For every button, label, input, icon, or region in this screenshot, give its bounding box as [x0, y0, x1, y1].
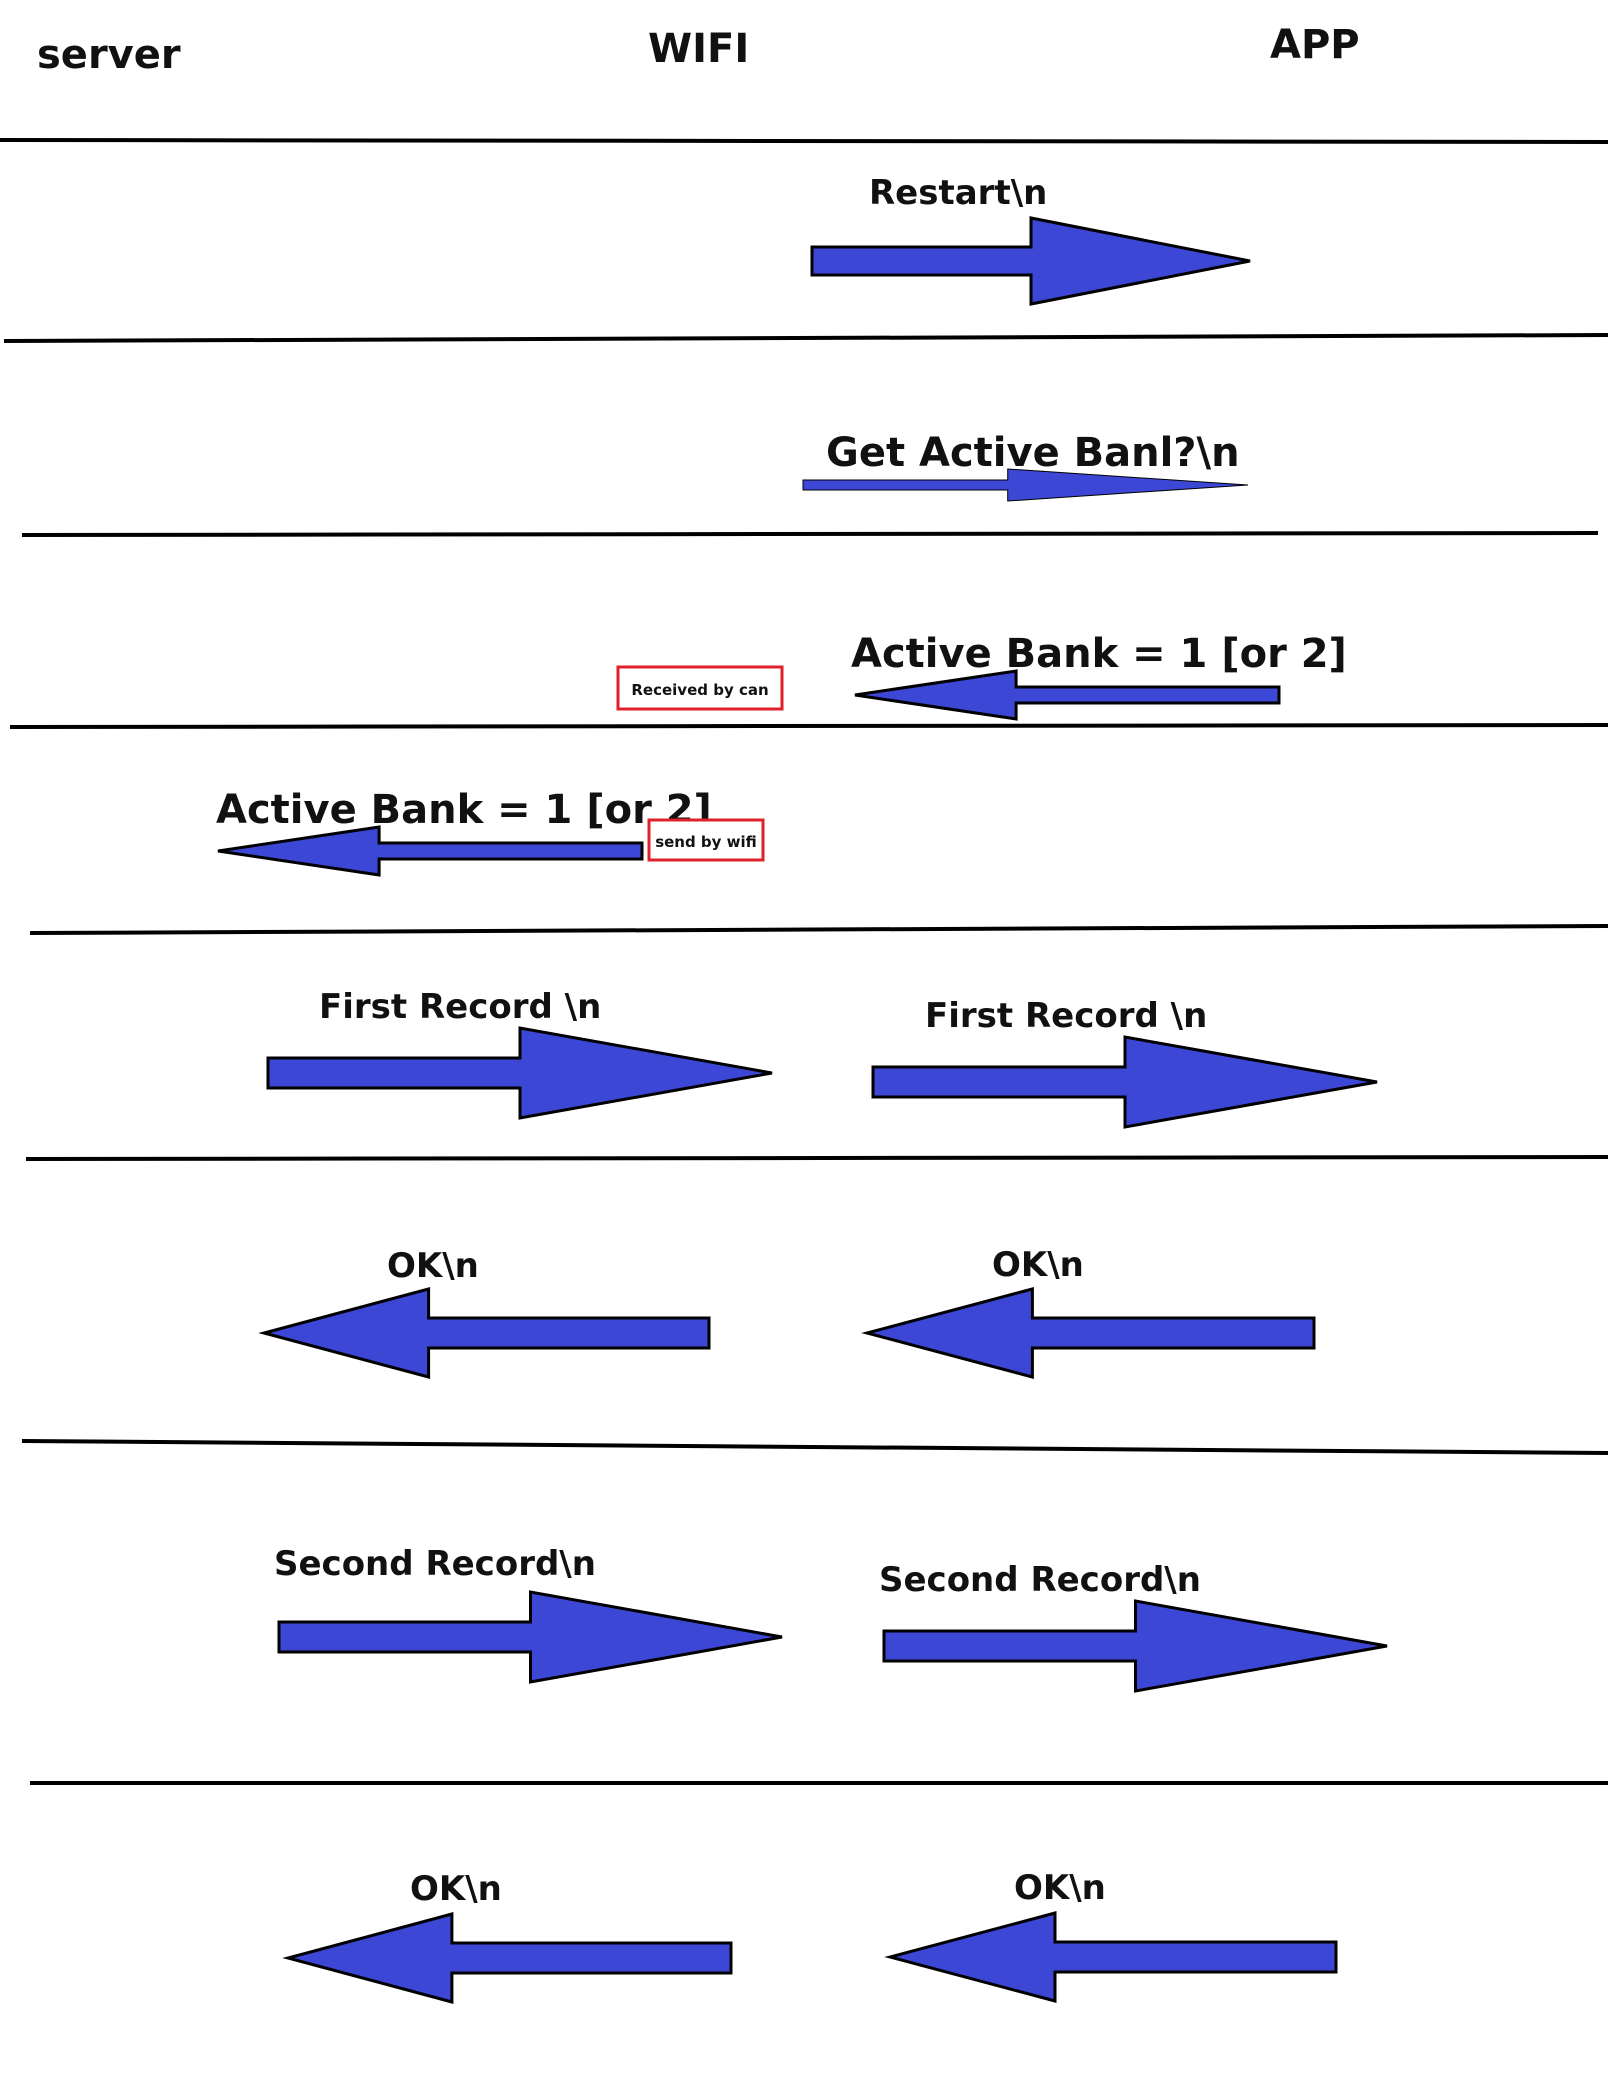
- column-header-server: server: [37, 32, 181, 78]
- column-header-wifi: WIFI: [648, 26, 749, 72]
- arrow-left-wifi-to-server: [217, 825, 644, 877]
- arrow-left-app-to-wifi: [861, 1287, 1316, 1379]
- messages: Restart\n Get Active Banl?\n Active Bank =…: [216, 173, 1388, 2004]
- message-label: Second Record\n: [274, 1544, 596, 1584]
- arrow-left-wifi-to-server: [258, 1287, 711, 1379]
- arrow-right-server-to-wifi: [266, 1026, 773, 1120]
- row-separator-line: [9, 723, 1608, 729]
- message-label: First Record \n: [319, 987, 601, 1027]
- message-label: OK\n: [387, 1246, 479, 1286]
- message-label: OK\n: [410, 1869, 502, 1909]
- message-label: OK\n: [1014, 1868, 1106, 1908]
- arrow-right-wifi-to-app: [871, 1035, 1378, 1129]
- row-separators: [0, 138, 1608, 1785]
- row-separator-line: [21, 531, 1599, 537]
- note-text: send by wifi: [655, 833, 757, 851]
- note-text: Received by can: [631, 681, 768, 699]
- row-separator-line: [25, 1155, 1608, 1161]
- message-label: Restart\n: [869, 173, 1047, 213]
- arrow-left-wifi-to-server: [282, 1912, 733, 2004]
- note-box: [647, 818, 765, 862]
- arrow-right-server-to-wifi: [277, 1590, 783, 1684]
- note-send-by-wifi: send by wifi: [647, 818, 765, 862]
- row-separator-line: [29, 924, 1608, 935]
- note-received-by-can: Received by can: [616, 665, 784, 711]
- note-box: [616, 665, 784, 711]
- arrow-right-wifi-to-app: [802, 468, 1249, 502]
- column-header-app: APP: [1270, 22, 1360, 68]
- row-separator-line: [21, 1439, 1608, 1455]
- arrow-right-wifi-to-app: [882, 1599, 1388, 1693]
- arrow-left-app-to-wifi: [884, 1911, 1338, 2003]
- arrow-right-wifi-to-app: [810, 216, 1251, 306]
- row-separator-line: [0, 138, 1608, 144]
- message-label: Second Record\n: [879, 1560, 1201, 1600]
- message-label: OK\n: [992, 1245, 1084, 1285]
- arrow-left-app-to-wifi: [854, 669, 1281, 721]
- message-label: Active Bank = 1 [or 2]: [851, 631, 1347, 677]
- message-label: First Record \n: [925, 996, 1207, 1036]
- row-separator-line: [3, 333, 1608, 343]
- message-label: Get Active Banl?\n: [826, 430, 1240, 476]
- message-label: Active Bank = 1 [or 2]: [216, 787, 712, 833]
